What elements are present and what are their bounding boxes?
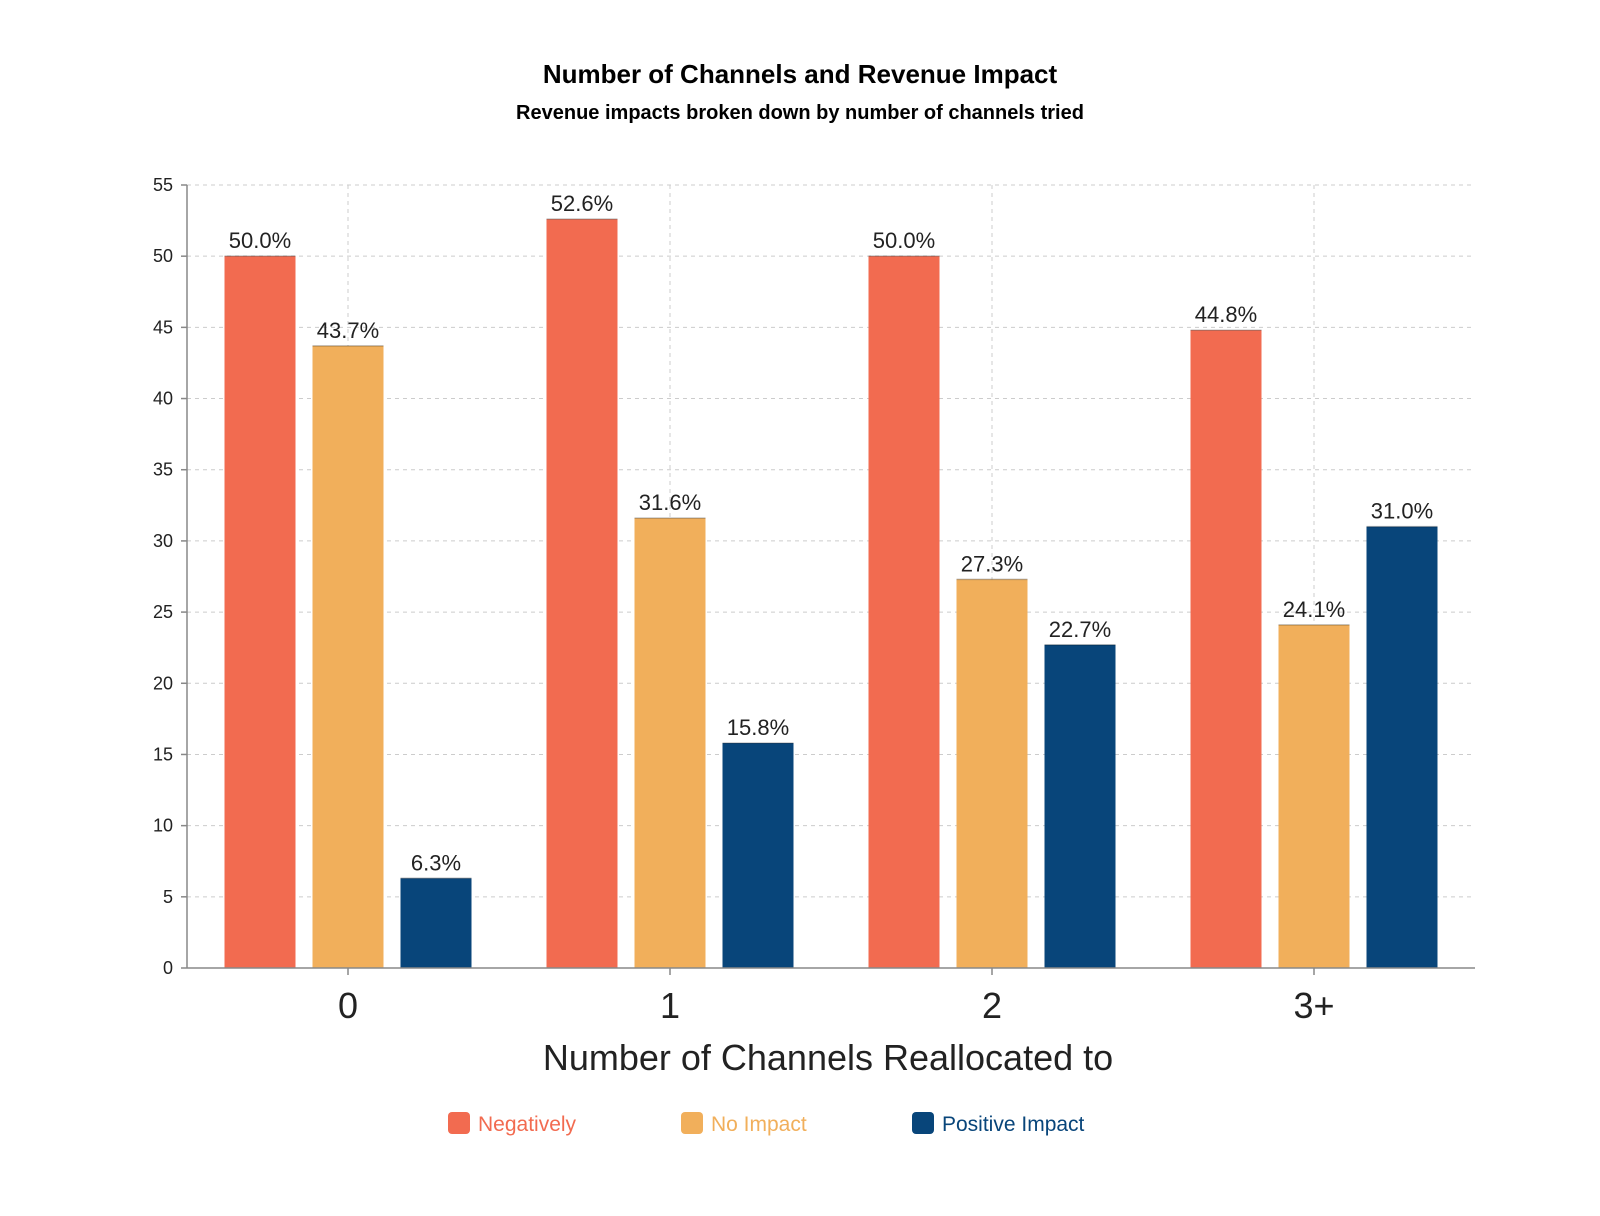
bar xyxy=(956,579,1028,968)
y-tick-label: 25 xyxy=(153,602,173,622)
data-label: 50.0% xyxy=(873,228,935,253)
data-label: 50.0% xyxy=(229,228,291,253)
y-tick-label: 35 xyxy=(153,460,173,480)
bar xyxy=(1190,330,1262,968)
y-tick-label: 15 xyxy=(153,744,173,764)
legend-item[interactable]: No Impact xyxy=(681,1112,807,1136)
legend-item[interactable]: Positive Impact xyxy=(912,1112,1085,1136)
bar xyxy=(546,219,618,969)
chart-title: Number of Channels and Revenue Impact xyxy=(543,59,1058,89)
y-tick-label: 30 xyxy=(153,531,173,551)
legend-label: Negatively xyxy=(478,1113,577,1136)
bar xyxy=(722,743,794,968)
legend-swatch xyxy=(448,1112,470,1134)
legend-swatch xyxy=(681,1112,703,1134)
bars xyxy=(224,218,1438,969)
x-tick-label: 1 xyxy=(660,985,680,1026)
data-label: 31.6% xyxy=(639,490,701,515)
y-tick-label: 50 xyxy=(153,246,173,266)
bar xyxy=(1044,644,1116,968)
bar xyxy=(400,878,472,968)
legend-swatch xyxy=(912,1112,934,1134)
data-label: 43.7% xyxy=(317,318,379,343)
data-label: 27.3% xyxy=(961,551,1023,576)
bar xyxy=(224,256,296,968)
data-label: 15.8% xyxy=(727,715,789,740)
data-label: 22.7% xyxy=(1049,617,1111,642)
bar xyxy=(312,345,384,968)
y-tick-label: 10 xyxy=(153,816,173,836)
bar xyxy=(634,518,706,968)
bar xyxy=(1278,624,1350,968)
data-label: 44.8% xyxy=(1195,302,1257,327)
x-tick-label: 0 xyxy=(338,985,358,1026)
axes: 0 5 10 15 20 25 30 35 40 45 50 55 0 1 2 3+ xyxy=(153,175,1475,1026)
x-tick-label: 2 xyxy=(982,985,1002,1026)
y-tick-label: 20 xyxy=(153,673,173,693)
x-axis-label: Number of Channels Reallocated to xyxy=(543,1037,1113,1078)
bar xyxy=(1366,526,1438,968)
y-tick-label: 55 xyxy=(153,175,173,195)
legend-label: No Impact xyxy=(711,1113,807,1136)
bar xyxy=(868,256,940,968)
y-tick-label: 5 xyxy=(163,887,173,907)
data-label: 24.1% xyxy=(1283,597,1345,622)
data-labels: 50.0% 52.6% 50.0% 44.8% 43.7% 31.6% 27.3% 24.1%… xyxy=(229,191,1433,875)
y-tick-label: 40 xyxy=(153,389,173,409)
legend-item[interactable]: Negatively xyxy=(448,1112,577,1136)
chart-subtitle: Revenue impacts broken down by number of… xyxy=(516,102,1084,124)
legend: Negatively No Impact Positive Impact xyxy=(448,1112,1085,1136)
data-label: 52.6% xyxy=(551,191,613,216)
data-label: 31.0% xyxy=(1371,499,1433,524)
y-tick-label: 0 xyxy=(163,958,173,978)
legend-label: Positive Impact xyxy=(942,1113,1085,1136)
y-tick-label: 45 xyxy=(153,317,173,337)
x-tick-label: 3+ xyxy=(1293,985,1334,1026)
data-label: 6.3% xyxy=(411,850,461,875)
